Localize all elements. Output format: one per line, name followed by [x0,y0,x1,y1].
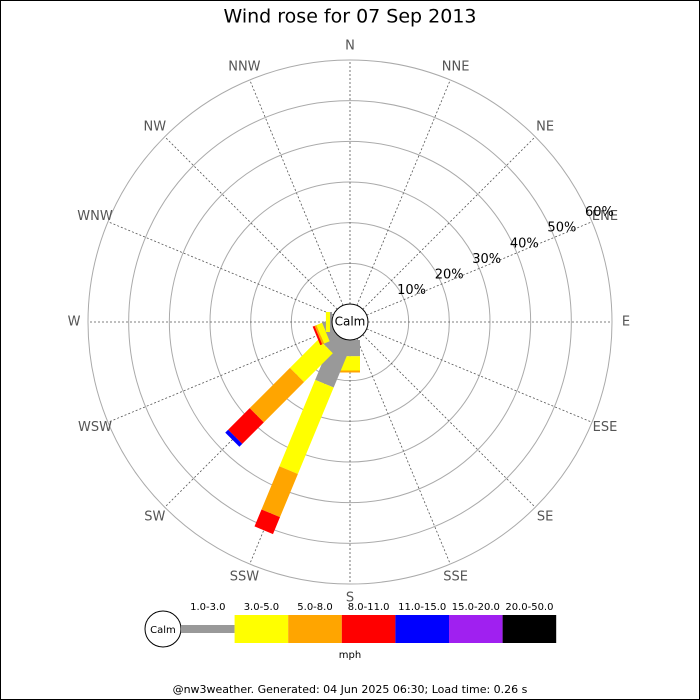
spoke [164,136,338,310]
units: mph [339,650,361,661]
spoke [107,328,334,423]
rose-segment [225,429,243,447]
direction-label: SE [537,510,553,525]
legend-swatch [181,625,235,633]
direction-label: N [345,39,355,54]
rose-segment [314,325,325,345]
rose-segment [279,379,334,474]
rose-segment [316,322,330,344]
rose-segment [261,466,298,518]
footer: @nw3weather. Generated: 04 Jun 2025 06:3… [173,683,528,696]
legend-label: 15.0-20.0 [452,602,500,613]
rose-segment [289,339,333,383]
direction-label: W [68,315,81,330]
direction-label: NNW [228,60,260,75]
legend-label: 3.0-5.0 [244,602,279,613]
legend-calm-label: Calm [150,625,176,636]
legend-swatch [234,615,289,643]
spoke [249,79,344,306]
calm-circle [331,303,369,341]
rose-segment [228,408,264,444]
legend-swatch [341,615,396,643]
ring-label: 30% [472,252,501,267]
spoke [107,221,334,316]
grid-ring [128,100,572,544]
legend-label: 20.0-50.0 [505,602,553,613]
direction-label: NNE [442,60,470,75]
ring-label: 10% [397,283,426,298]
rose-segment [249,367,305,423]
rose-segment [329,312,332,332]
ring-label: 50% [547,221,576,236]
calm-label: Calm [335,315,366,329]
legend-label: 1.0-3.0 [190,602,225,613]
rose-segment [312,325,323,346]
spoke [366,328,593,423]
direction-label: WNW [77,209,113,224]
ring-label: 60% [585,205,614,220]
direction-label: ENE [592,209,618,224]
rose-segment [340,370,360,373]
spoke [356,338,451,565]
legend-swatch [288,615,342,643]
spoke [366,221,593,316]
direction-label: S [346,591,354,606]
legend-swatch [449,615,503,643]
direction-label: SSW [230,569,260,584]
chart-title: Wind rose for 07 Sep 2013 [223,6,476,28]
legend-label: 8.0-11.0 [348,602,390,613]
direction-label: SW [144,510,165,525]
spoke [356,79,451,306]
rose-segment [254,509,280,535]
direction-label: E [622,315,630,330]
spoke [362,334,536,508]
direction-label: ESE [593,420,618,435]
grid-ring [87,59,613,585]
spoke [362,136,536,310]
direction-label: SSE [443,569,468,584]
legend-swatch [502,615,557,643]
grid-ring [168,140,532,504]
ring-label: 40% [510,236,539,251]
legend-label: 5.0-8.0 [297,602,332,613]
direction-label: NE [536,119,554,134]
legend-swatch [395,615,449,643]
legend-label: 11.0-15.0 [398,602,446,613]
direction-label: WSW [78,420,112,435]
rose-segment [325,312,330,332]
rose-segment [315,334,353,388]
ring-label: 20% [435,267,464,282]
direction-label: NW [144,119,167,134]
